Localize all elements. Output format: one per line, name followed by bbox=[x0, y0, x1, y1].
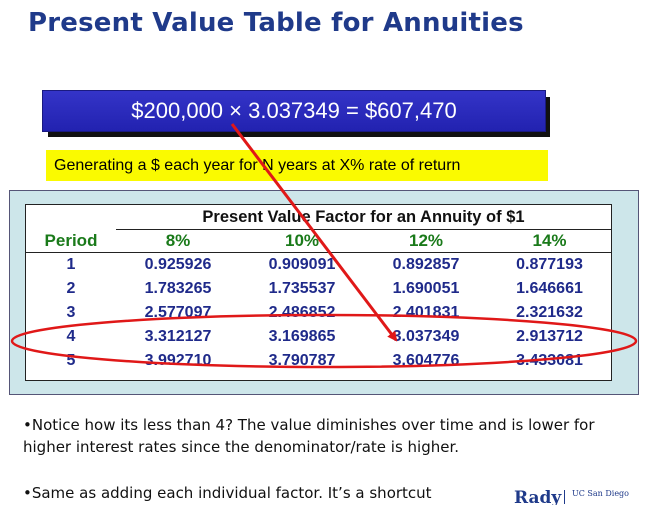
factor-cell: 2.321632 bbox=[516, 304, 583, 321]
factor-cell: 0.892857 bbox=[392, 256, 460, 273]
period-cell: 4 bbox=[66, 328, 76, 345]
slide-title: Present Value Table for Annuities bbox=[28, 8, 524, 38]
factor-cell: 3.037349 bbox=[392, 328, 460, 345]
bullet-note: •Same as adding each individual factor. … bbox=[23, 484, 432, 502]
period-header: Period bbox=[26, 229, 116, 253]
rate-header: 8% bbox=[116, 229, 240, 253]
table-row: 4 3.312127 3.169865 3.037349 2.913712 bbox=[26, 325, 611, 349]
rate-header: 10% bbox=[240, 229, 364, 253]
note-box: Generating a $ each year for N years at … bbox=[46, 150, 548, 181]
factor-cell: 1.690051 bbox=[392, 280, 460, 297]
factor-cell: 2.913712 bbox=[516, 328, 583, 345]
logo-sub: UC San Diego bbox=[572, 489, 629, 498]
factor-cell: 1.783265 bbox=[144, 280, 212, 297]
table-row: 1 0.925926 0.909091 0.892857 0.877193 bbox=[26, 253, 611, 278]
period-cell: 2 bbox=[66, 280, 76, 297]
pointer-arrow bbox=[230, 123, 398, 342]
factor-cell: 0.909091 bbox=[268, 256, 336, 273]
factor-cell: 3.790787 bbox=[268, 352, 336, 369]
factor-cell: 0.877193 bbox=[516, 256, 583, 273]
logo-name: Rady bbox=[514, 488, 562, 505]
logo-divider bbox=[564, 490, 565, 504]
factor-cell: 1.646661 bbox=[516, 280, 583, 297]
period-cell: 3 bbox=[66, 304, 76, 321]
factor-cell: 2.486852 bbox=[268, 304, 336, 321]
factor-cell: 3.312127 bbox=[144, 328, 212, 345]
factor-cell: 1.735537 bbox=[268, 280, 336, 297]
rady-logo: Rady UC San Diego bbox=[514, 488, 652, 505]
table-row: 2 1.783265 1.735537 1.690051 1.646661 bbox=[26, 277, 611, 301]
factor-cell: 3.169865 bbox=[268, 328, 336, 345]
factor-cell: 0.925926 bbox=[144, 256, 212, 273]
highlight-ellipse bbox=[10, 313, 638, 369]
pv-table: Present Value Factor for an Annuity of $… bbox=[25, 204, 612, 381]
bullet-note: •Notice how its less than 4? The value d… bbox=[23, 416, 595, 456]
rate-header: 12% bbox=[364, 229, 488, 253]
rate-header: 14% bbox=[488, 229, 611, 253]
period-cell: 1 bbox=[66, 256, 76, 273]
period-cell: 5 bbox=[66, 352, 76, 369]
formula-box: $200,000 × 3.037349 = $607,470 bbox=[42, 90, 546, 132]
table-caption: Present Value Factor for an Annuity of $… bbox=[116, 205, 611, 230]
